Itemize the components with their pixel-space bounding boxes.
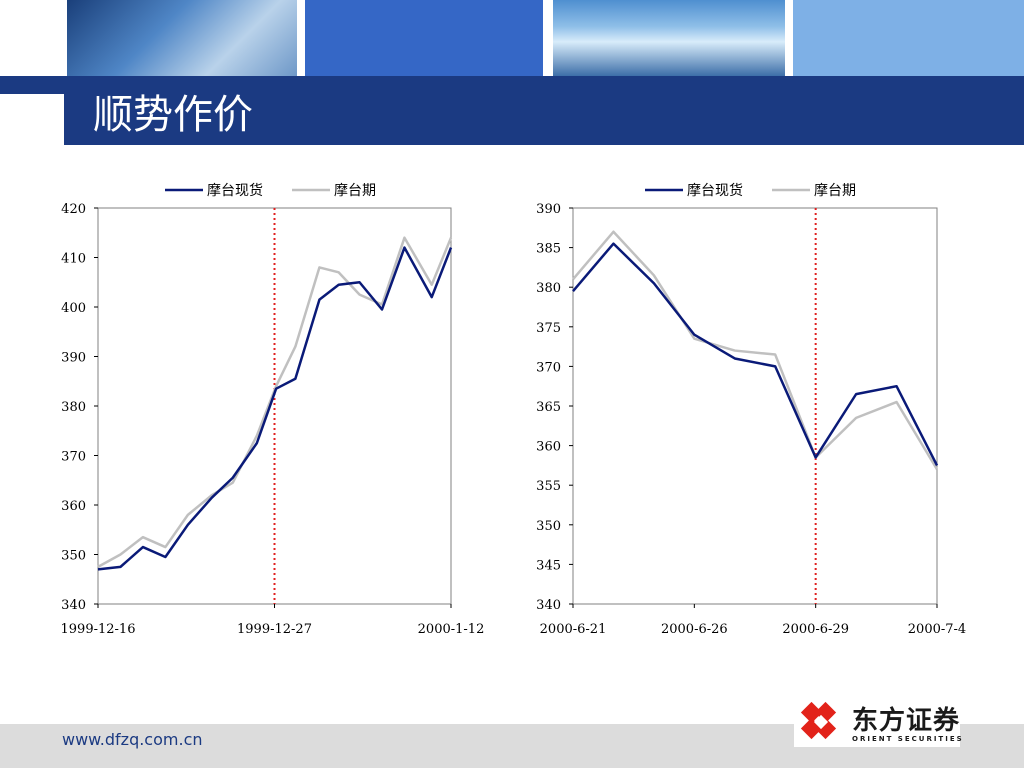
x-tick-label: 2000-6-29 <box>782 622 849 637</box>
banner-image-buildings <box>553 0 785 76</box>
y-tick-label: 375 <box>536 321 561 336</box>
logo-mark-icon <box>800 701 837 740</box>
y-tick-label: 385 <box>536 242 561 257</box>
y-tick-label: 390 <box>536 202 561 217</box>
series-line-spot <box>97 246 453 571</box>
header-banner <box>0 0 1024 76</box>
y-tick-label: 370 <box>61 450 86 465</box>
banner-image-keyboard <box>67 0 297 76</box>
x-tick-label: 2000-7-4 <box>908 622 966 637</box>
y-tick-label: 360 <box>61 499 86 514</box>
logo-text-cn: 东方证券 <box>852 706 961 736</box>
plot-frame <box>572 207 938 605</box>
x-tick-label: 2000-6-21 <box>540 622 607 637</box>
company-logo <box>794 697 960 747</box>
y-tick-label: 365 <box>536 400 561 415</box>
legend-label-futures: 摩台期 <box>334 182 376 199</box>
x-tick-label: 2000-1-12 <box>418 622 485 637</box>
title-bar <box>0 76 1024 145</box>
y-tick-label: 340 <box>536 598 561 613</box>
y-tick-label: 410 <box>61 252 86 267</box>
charts-svg: 340 350 360 370 380 390 400 410 420 1999-12-16 199… <box>61 182 967 637</box>
logo-text-en: ORIENT SECURITIES <box>852 735 964 743</box>
legend-label-spot: 摩台现货 <box>687 182 743 199</box>
x-tick-label: 1999-12-27 <box>237 622 312 637</box>
y-tick-label: 355 <box>536 479 561 494</box>
series-line-futures <box>572 230 939 471</box>
y-tick-label: 340 <box>61 598 86 613</box>
banner-panel-lightblue <box>793 0 1024 76</box>
title-bar-notch <box>0 94 64 145</box>
legend-label-spot: 摩台现货 <box>207 182 263 199</box>
legend-label-futures: 摩台期 <box>814 182 856 199</box>
y-tick-label: 370 <box>536 360 561 375</box>
x-tick-label: 1999-12-16 <box>61 622 136 637</box>
y-tick-label: 350 <box>61 549 86 564</box>
series-line-spot <box>572 242 939 466</box>
y-tick-label: 420 <box>61 202 86 217</box>
x-tick-label: 2000-6-26 <box>661 622 728 637</box>
y-tick-label: 360 <box>536 440 561 455</box>
y-tick-label: 390 <box>61 351 86 366</box>
y-tick-label: 380 <box>61 400 86 415</box>
y-tick-label: 400 <box>61 301 86 316</box>
y-tick-label: 350 <box>536 519 561 534</box>
footer-url[interactable]: www.dfzq.com.cn <box>62 730 203 749</box>
y-tick-label: 345 <box>536 558 561 573</box>
banner-panel-blue <box>305 0 543 76</box>
page-title: 顺势作价 <box>93 92 253 138</box>
y-tick-label: 380 <box>536 281 561 296</box>
series-line-futures <box>97 236 453 568</box>
